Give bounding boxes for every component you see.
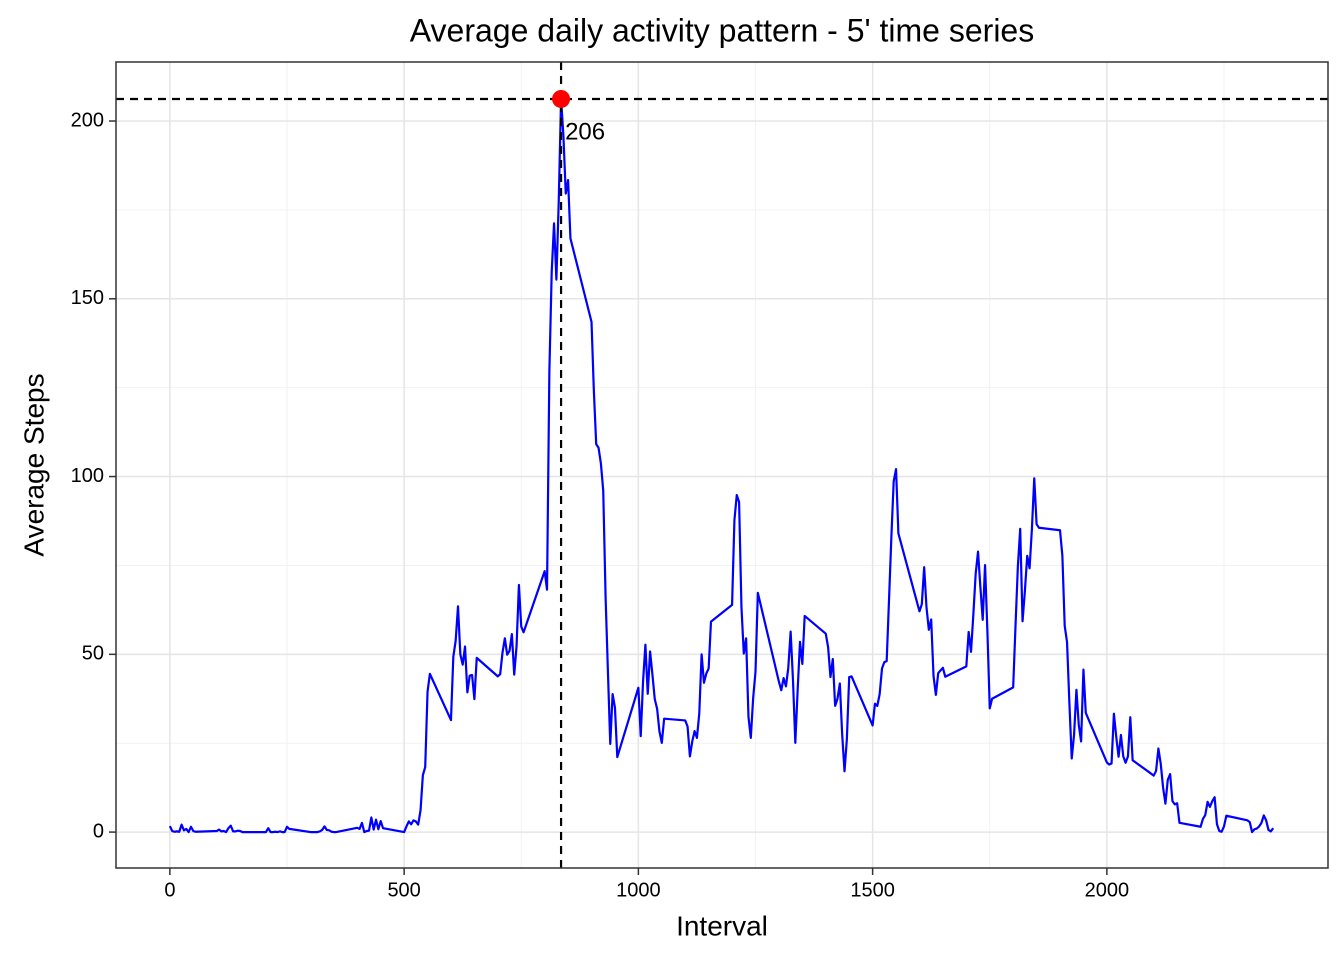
x-axis-label: Interval [676, 910, 768, 941]
data-line [168, 97, 1275, 834]
x-tick-label: 1000 [616, 879, 661, 901]
y-tick-label: 50 [82, 643, 104, 665]
chart-title: Average daily activity pattern - 5' time… [410, 12, 1034, 48]
x-tick-label: 0 [164, 879, 175, 901]
y-tick-label: 100 [71, 465, 104, 487]
y-axis-label: Average Steps [18, 373, 49, 556]
y-tick-label: 0 [93, 820, 104, 842]
x-tick-label: 500 [387, 879, 420, 901]
x-tick-label: 1500 [850, 879, 895, 901]
panel-border [115, 61, 1329, 869]
peak-point [552, 89, 571, 108]
peak-label: 206 [565, 118, 605, 145]
y-tick-label: 150 [71, 287, 104, 309]
y-tick-label: 200 [71, 109, 104, 131]
x-tick-label: 2000 [1085, 879, 1130, 901]
